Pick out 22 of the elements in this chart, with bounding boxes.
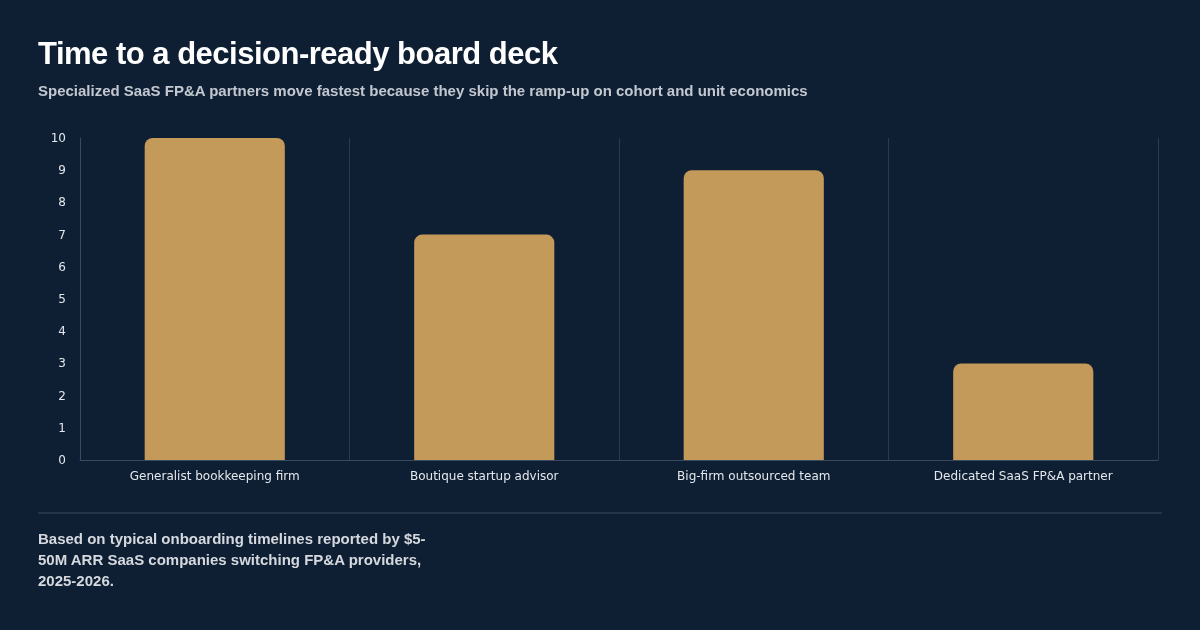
y-tick-label: 0	[58, 453, 66, 467]
bar	[953, 363, 1094, 460]
chart-subtitle: Specialized SaaS FP&A partners move fastest because they skip the ramp-up on cohort and unit economics	[38, 82, 808, 99]
chart-title: Time to a decision-ready board deck	[38, 36, 558, 72]
y-tick-label: 5	[58, 292, 66, 306]
y-tick-label: 3	[58, 356, 66, 371]
y-tick-label: 2	[58, 388, 66, 403]
x-tick-label: Big-firm outsourced team	[677, 469, 831, 483]
y-tick-label: 1	[58, 420, 66, 435]
x-tick-label: Boutique startup advisor	[409, 469, 559, 483]
y-tick-label: 10	[50, 131, 66, 145]
x-tick-label: Dedicated SaaS FP&A partner	[933, 469, 1113, 483]
y-tick-label: 6	[58, 259, 66, 274]
bar	[144, 138, 285, 460]
bar	[414, 234, 555, 460]
bar	[683, 170, 824, 460]
y-tick-label: 8	[58, 195, 66, 210]
x-tick-label: Generalist bookkeeping firm	[129, 469, 300, 483]
y-tick-label: 9	[58, 163, 66, 178]
y-tick-label: 7	[58, 227, 66, 242]
text: Based on typical onboarding timelines reported by $5-50M ARR SaaS companies switching FP&A providers, 2025-2026.	[38, 529, 427, 591]
y-tick-label: 4	[58, 324, 66, 339]
